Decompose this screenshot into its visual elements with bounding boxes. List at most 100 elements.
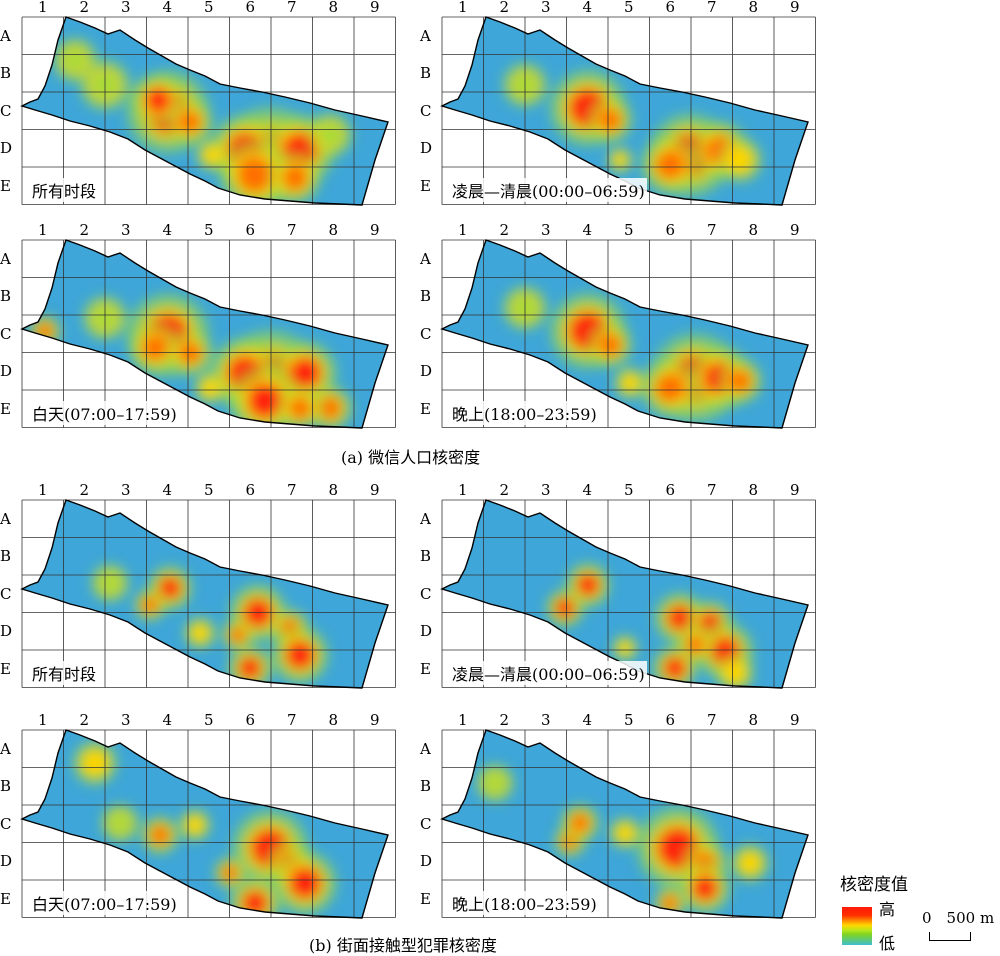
grid-row-label: C	[0, 101, 12, 120]
grid-column-label: 9	[369, 0, 380, 16]
density-hotspot	[692, 875, 718, 901]
density-hotspot	[318, 396, 342, 420]
grid-column-label: 9	[789, 481, 800, 499]
grid-row-label: C	[0, 324, 12, 343]
reference-grid	[441, 729, 816, 918]
reference-grid	[441, 16, 816, 205]
density-map	[440, 16, 816, 206]
grid-column-label: 9	[369, 481, 380, 499]
section-b-caption: (b) 街面接触型犯罪核密度	[309, 936, 497, 955]
grid-column-label: 9	[789, 0, 800, 16]
grid-column-label: 6	[665, 221, 676, 239]
map-panel-a2: 1 2 3 4 5 6 7 8 9 A B C D E 凌晨—清晨(00:00–06:59)	[420, 0, 820, 215]
grid-row-label: C	[420, 101, 432, 120]
study-area-boundary	[20, 499, 389, 689]
panel-period-label: 所有时段	[30, 178, 99, 202]
grid-column-label: 7	[286, 481, 297, 499]
grid-row-label: A	[420, 509, 431, 528]
grid-column-label: 2	[79, 481, 90, 499]
density-hotspot	[204, 147, 220, 163]
density-hotspot	[618, 641, 632, 655]
density-hotspot	[247, 383, 283, 419]
grid-column-label: 8	[328, 221, 339, 239]
grid-row-label: C	[420, 324, 432, 343]
grid-row-label: E	[0, 176, 11, 195]
density-hotspot	[617, 825, 633, 841]
density-hotspot	[237, 157, 273, 193]
density-hotspot	[142, 335, 168, 361]
grid-column-label: 7	[286, 711, 297, 729]
grid-row-label: E	[420, 176, 431, 195]
density-hotspot	[728, 148, 752, 172]
grid-column-label: 4	[162, 221, 173, 239]
grid-row-label: D	[0, 622, 13, 641]
grid-row-label: E	[0, 399, 11, 418]
grid-column-label: 8	[328, 711, 339, 729]
scale-bar	[929, 932, 971, 941]
panel-period-label: 凌晨—清晨(00:00–06:59)	[450, 178, 647, 202]
grid-row-label: C	[0, 814, 12, 833]
grid-column-label: 2	[79, 0, 90, 16]
grid-row-label: B	[420, 777, 432, 796]
density-hotspot	[740, 853, 760, 873]
grid-row-label: A	[420, 739, 431, 758]
map-panel-b3: 1 2 3 4 5 6 7 8 9 A B C D E 白天(07:00–17:59)	[0, 711, 400, 928]
grid-column-label: 1	[457, 221, 468, 239]
grid-column-label: 1	[37, 0, 48, 16]
density-hotspot	[725, 663, 745, 683]
grid-column-label: 9	[369, 711, 380, 729]
panel-period-label: 所有时段	[30, 661, 99, 685]
density-map	[440, 729, 816, 919]
density-hotspot	[576, 573, 600, 597]
density-hotspot	[222, 865, 238, 881]
study-area-boundary	[440, 16, 809, 206]
grid-column-label: 6	[665, 711, 676, 729]
study-area-boundary	[440, 729, 809, 919]
grid-column-label: 5	[203, 221, 214, 239]
grid-column-label: 7	[706, 481, 717, 499]
grid-column-label: 7	[706, 221, 717, 239]
grid-column-label: 6	[665, 481, 676, 499]
grid-row-label: D	[420, 362, 433, 381]
grid-row-label: E	[0, 889, 11, 908]
map-panel-a1: 1 2 3 4 5 6 7 8 9 A B C D E 所有时段	[0, 0, 400, 215]
reference-grid	[21, 16, 396, 205]
density-hotspot	[289, 357, 321, 389]
density-hotspot	[667, 605, 693, 631]
panel-period-label: 凌晨—清晨(00:00–06:59)	[450, 661, 647, 685]
density-hotspot	[288, 396, 312, 420]
grid-column-label: 8	[328, 0, 339, 16]
density-hotspot	[555, 598, 575, 618]
density-hotspot	[230, 627, 246, 643]
grid-column-label: 4	[582, 481, 593, 499]
grid-column-label: 2	[499, 221, 510, 239]
grid-column-label: 1	[37, 481, 48, 499]
grid-row-label: D	[0, 139, 13, 158]
grid-column-label: 6	[245, 711, 256, 729]
study-area-fill	[22, 500, 388, 688]
grid-column-label: 8	[748, 0, 759, 16]
legend-title: 核密度值	[840, 875, 908, 895]
reference-grid	[21, 239, 396, 428]
study-area-boundary	[20, 16, 389, 206]
grid-row-label: A	[0, 249, 11, 268]
grid-column-label: 9	[789, 711, 800, 729]
density-hotspot	[145, 87, 171, 113]
grid-column-label: 3	[540, 711, 551, 729]
grid-row-label: B	[420, 547, 432, 566]
density-map	[20, 16, 396, 206]
density-hotspot	[598, 108, 622, 132]
density-hotspot	[485, 773, 505, 793]
grid-column-label: 3	[120, 711, 131, 729]
grid-column-label: 5	[203, 481, 214, 499]
grid-column-label: 4	[162, 711, 173, 729]
density-map	[20, 729, 396, 919]
grid-column-label: 8	[748, 711, 759, 729]
density-hotspot	[238, 656, 262, 680]
grid-column-label: 2	[499, 481, 510, 499]
grid-row-label: A	[0, 509, 11, 528]
grid-column-label: 8	[328, 481, 339, 499]
panel-period-label: 晚上(18:00–23:59)	[450, 891, 599, 915]
map-panel-a3: 1 2 3 4 5 6 7 8 9 A B C D E 白天(07:00–17:59)	[0, 221, 400, 438]
grid-column-label: 3	[540, 221, 551, 239]
